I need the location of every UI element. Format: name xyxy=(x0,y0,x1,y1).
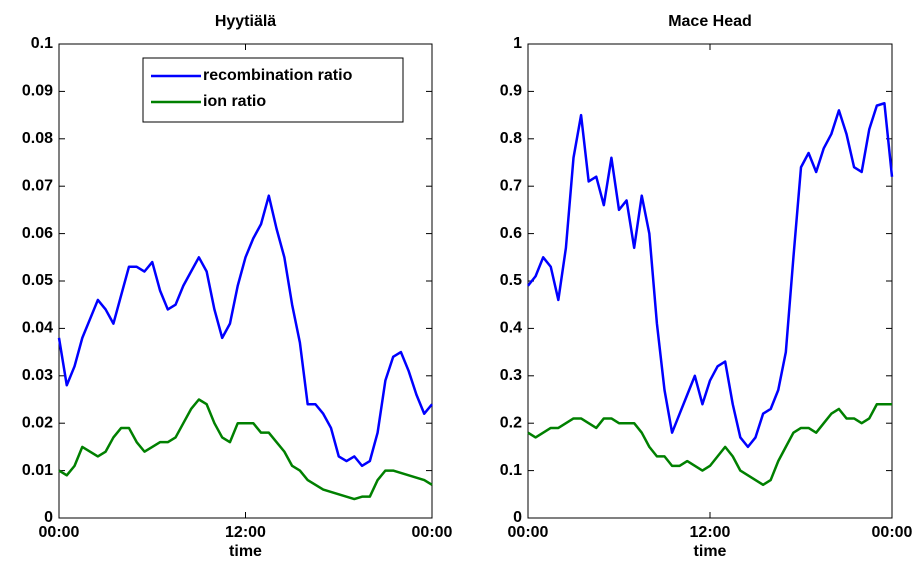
y-tick-label: 0.01 xyxy=(22,462,53,479)
x-tick-label: 00:00 xyxy=(508,524,549,541)
data-line xyxy=(58,398,433,501)
y-tick-label: 0.04 xyxy=(22,320,53,337)
data-line xyxy=(57,194,433,468)
chart-title: Hyytiälä xyxy=(215,13,276,30)
data-line xyxy=(527,102,894,449)
legend-box xyxy=(142,57,404,123)
y-tick-label: 0.07 xyxy=(22,177,53,194)
y-tick-label: 0 xyxy=(513,509,522,526)
x-tick-label: 12:00 xyxy=(690,524,731,541)
legend-label: recombination ratio xyxy=(203,67,353,84)
y-tick-label: 0.09 xyxy=(22,83,53,100)
x-axis-label: time xyxy=(229,543,262,560)
data-line xyxy=(527,402,892,487)
y-tick-label: 0.3 xyxy=(500,367,522,384)
y-tick-label: 0.6 xyxy=(500,225,522,242)
y-tick-label: 0.7 xyxy=(500,177,522,194)
y-tick-label: 0.5 xyxy=(500,272,522,289)
x-tick-label: 00:00 xyxy=(412,524,453,541)
y-tick-label: 0.2 xyxy=(500,414,522,431)
y-tick-label: 0.1 xyxy=(31,35,53,52)
y-tick-label: 0.9 xyxy=(500,83,522,100)
x-tick-label: 00:00 xyxy=(39,524,80,541)
legend-label: ion ratio xyxy=(203,93,266,110)
y-tick-label: 0.03 xyxy=(22,367,53,384)
y-tick-label: 0.02 xyxy=(22,414,53,431)
y-tick-label: 0 xyxy=(44,509,53,526)
x-tick-label: 00:00 xyxy=(872,524,913,541)
y-tick-label: 0.8 xyxy=(500,130,522,147)
plot-area xyxy=(58,43,433,519)
chart-title: Mace Head xyxy=(668,13,752,30)
y-tick-label: 0.06 xyxy=(22,225,53,242)
x-tick-label: 12:00 xyxy=(225,524,266,541)
y-tick-label: 0.05 xyxy=(22,272,53,289)
y-tick-label: 1 xyxy=(513,35,522,52)
y-tick-label: 0.4 xyxy=(500,320,522,337)
y-tick-label: 0.08 xyxy=(22,130,53,147)
x-axis-label: time xyxy=(694,543,727,560)
y-tick-label: 0.1 xyxy=(500,462,522,479)
